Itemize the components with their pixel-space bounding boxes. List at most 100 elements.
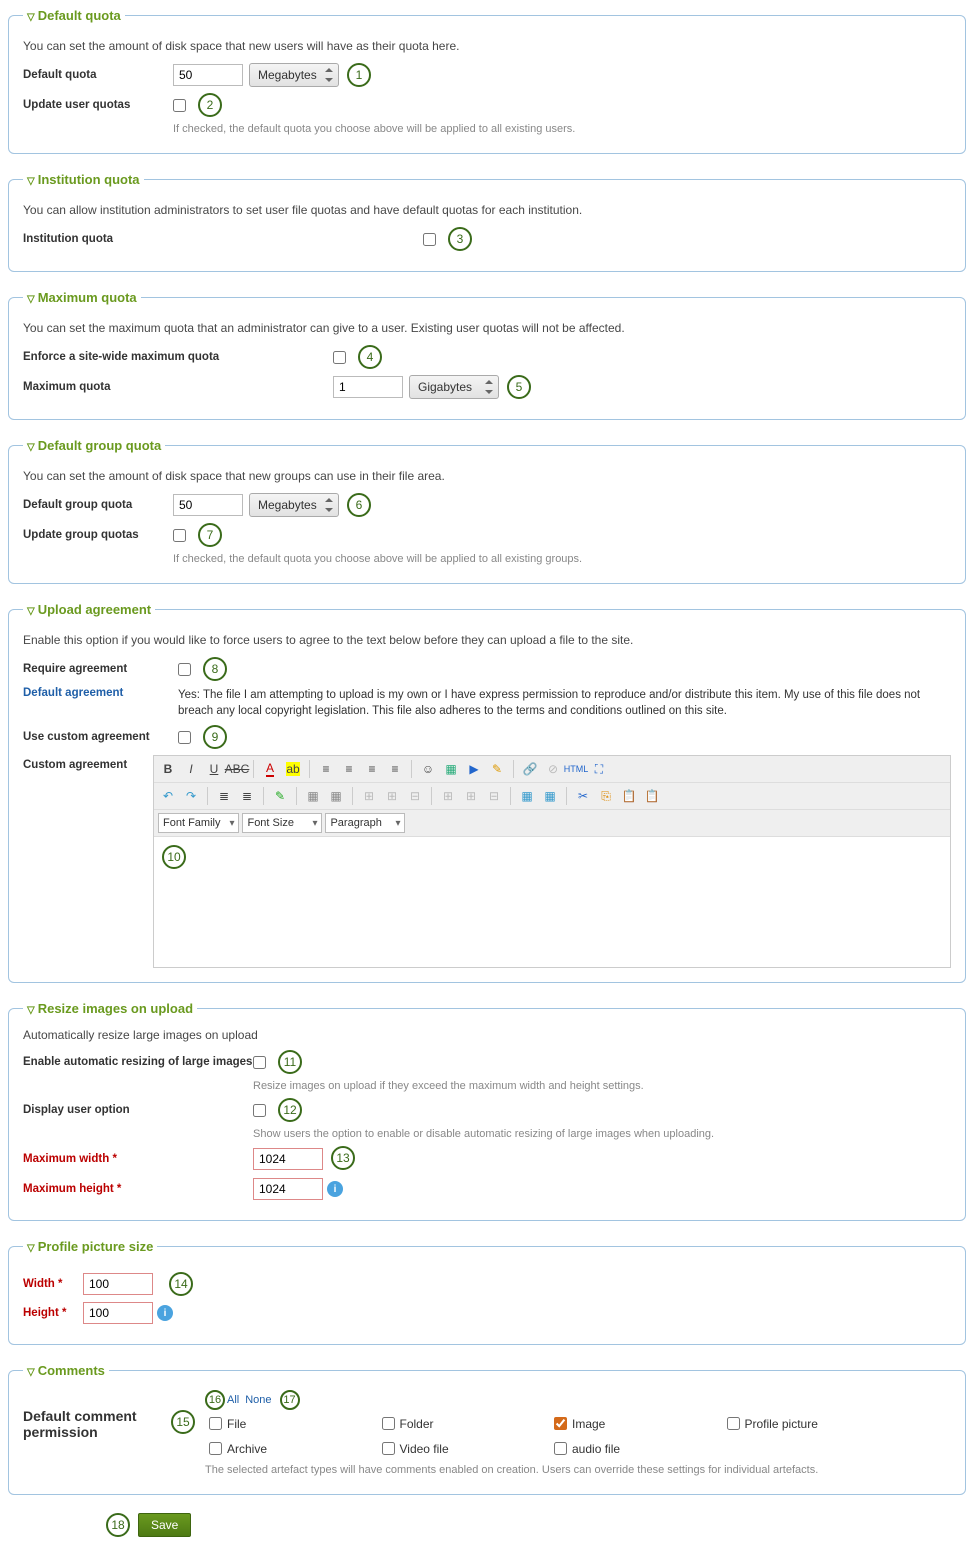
text-color-icon[interactable]: A	[260, 759, 280, 779]
cut-icon[interactable]: ✂	[573, 786, 593, 806]
checkbox-enable-resize[interactable]	[253, 1056, 266, 1069]
legend-group-quota[interactable]: ▽Default group quota	[23, 438, 165, 453]
bold-icon[interactable]: B	[158, 759, 178, 779]
link-select-none[interactable]: None	[245, 1394, 271, 1406]
bullet-list-icon[interactable]: ≣	[214, 786, 234, 806]
row-delete-icon[interactable]: ⊟	[405, 786, 425, 806]
image-icon[interactable]: ▦	[441, 759, 461, 779]
link-icon[interactable]: 🔗	[520, 759, 540, 779]
section-institution-quota: ▽Institution quota You can allow institu…	[8, 172, 966, 272]
input-max-height[interactable]	[253, 1178, 323, 1200]
align-justify-icon[interactable]: ≡	[385, 759, 405, 779]
annotation-badge-11: 11	[278, 1050, 302, 1074]
link-select-all[interactable]: All	[227, 1394, 239, 1406]
select-default-quota-unit[interactable]: Megabytes	[249, 63, 339, 87]
underline-icon[interactable]: U	[204, 759, 224, 779]
input-group-quota[interactable]	[173, 494, 243, 516]
legend-profile-size[interactable]: ▽Profile picture size	[23, 1239, 157, 1254]
checkbox-use-custom-agreement[interactable]	[178, 731, 191, 744]
permission-item: Profile picture	[723, 1414, 886, 1433]
permission-label: Profile picture	[745, 1417, 818, 1431]
legend-resize[interactable]: ▽Resize images on upload	[23, 1001, 197, 1016]
legend-upload-agreement[interactable]: ▽Upload agreement	[23, 602, 155, 617]
permission-checkbox[interactable]	[554, 1442, 567, 1455]
input-max-quota[interactable]	[333, 376, 403, 398]
input-profile-height[interactable]	[83, 1302, 153, 1324]
annotation-badge-15: 15	[171, 1410, 195, 1434]
split-icon[interactable]: ▦	[540, 786, 560, 806]
checkbox-update-user-quotas[interactable]	[173, 99, 186, 112]
select-font-size[interactable]: Font Size	[242, 813, 322, 833]
select-max-quota-unit[interactable]: Gigabytes	[409, 375, 499, 399]
permission-checkbox[interactable]	[382, 1417, 395, 1430]
redo-icon[interactable]: ↷	[181, 786, 201, 806]
input-default-quota[interactable]	[173, 64, 243, 86]
highlight-icon[interactable]: ab	[283, 759, 303, 779]
collapse-icon: ▽	[27, 442, 35, 453]
desc-group-quota: You can set the amount of disk space tha…	[23, 469, 951, 483]
fullscreen-icon[interactable]: ⛶	[589, 759, 609, 779]
checkbox-enforce-max[interactable]	[333, 351, 346, 364]
align-left-icon[interactable]: ≡	[316, 759, 336, 779]
input-profile-width[interactable]	[83, 1273, 153, 1295]
permission-grid: FileFolderImageProfile pictureArchiveVid…	[205, 1414, 885, 1458]
align-center-icon[interactable]: ≡	[339, 759, 359, 779]
annotation-badge-5: 5	[507, 375, 531, 399]
select-group-quota-unit[interactable]: Megabytes	[249, 493, 339, 517]
checkbox-institution-quota[interactable]	[423, 233, 436, 246]
media-icon[interactable]: ▶	[464, 759, 484, 779]
col-after-icon[interactable]: ⊞	[461, 786, 481, 806]
italic-icon[interactable]: I	[181, 759, 201, 779]
annotation-badge-2: 2	[198, 93, 222, 117]
row-after-icon[interactable]: ⊞	[382, 786, 402, 806]
separator-icon	[352, 787, 353, 805]
info-icon[interactable]: i	[157, 1305, 173, 1321]
editor-toolbar-2: ↶ ↷ ≣ ≣ ✎ ▦ ▦ ⊞ ⊞ ⊟ ⊞ ⊞ ⊟ ▦ ▦	[154, 783, 950, 810]
legend-maximum-quota[interactable]: ▽Maximum quota	[23, 290, 141, 305]
clean-icon[interactable]: ✎	[487, 759, 507, 779]
copy-icon[interactable]: ⎘	[596, 786, 616, 806]
table-icon[interactable]: ▦	[303, 786, 323, 806]
paste-icon[interactable]: 📋	[619, 786, 639, 806]
checkbox-update-group-quotas[interactable]	[173, 529, 186, 542]
undo-icon[interactable]: ↶	[158, 786, 178, 806]
permission-checkbox[interactable]	[209, 1417, 222, 1430]
section-group-quota: ▽Default group quota You can set the amo…	[8, 438, 966, 584]
select-paragraph[interactable]: Paragraph	[325, 813, 405, 833]
checkbox-require-agreement[interactable]	[178, 663, 191, 676]
col-before-icon[interactable]: ⊞	[438, 786, 458, 806]
align-right-icon[interactable]: ≡	[362, 759, 382, 779]
save-button[interactable]: Save	[138, 1513, 191, 1537]
section-default-quota: ▽Default quota You can set the amount of…	[8, 8, 966, 154]
permission-checkbox[interactable]	[554, 1417, 567, 1430]
separator-icon	[309, 760, 310, 778]
row-before-icon[interactable]: ⊞	[359, 786, 379, 806]
permission-checkbox[interactable]	[727, 1417, 740, 1430]
emoji-icon[interactable]: ☺	[418, 759, 438, 779]
info-icon[interactable]: i	[327, 1181, 343, 1197]
section-profile-size: ▽Profile picture size Width * 14 Height …	[8, 1239, 966, 1345]
collapse-icon: ▽	[27, 1005, 35, 1016]
col-delete-icon[interactable]: ⊟	[484, 786, 504, 806]
number-list-icon[interactable]: ≣	[237, 786, 257, 806]
paste-text-icon[interactable]: 📋	[642, 786, 662, 806]
label-profile-width: Width *	[23, 1278, 83, 1290]
select-font-family[interactable]: Font Family	[158, 813, 239, 833]
input-max-width[interactable]	[253, 1148, 323, 1170]
checkbox-display-user-option[interactable]	[253, 1104, 266, 1117]
desc-upload-agreement: Enable this option if you would like to …	[23, 633, 951, 647]
html-icon[interactable]: HTML	[566, 759, 586, 779]
permission-checkbox[interactable]	[382, 1442, 395, 1455]
legend-comments[interactable]: ▽Comments	[23, 1363, 109, 1378]
unlink-icon[interactable]: ⊘	[543, 759, 563, 779]
permission-checkbox[interactable]	[209, 1442, 222, 1455]
legend-institution-quota[interactable]: ▽Institution quota	[23, 172, 144, 187]
strike-icon[interactable]: ABC	[227, 759, 247, 779]
edit-icon[interactable]: ✎	[270, 786, 290, 806]
collapse-icon: ▽	[27, 294, 35, 305]
merge-icon[interactable]: ▦	[517, 786, 537, 806]
legend-default-quota[interactable]: ▽Default quota	[23, 8, 125, 23]
label-default-agreement[interactable]: Default agreement	[23, 687, 178, 699]
editor-textarea[interactable]: 10	[154, 837, 950, 967]
table2-icon[interactable]: ▦	[326, 786, 346, 806]
